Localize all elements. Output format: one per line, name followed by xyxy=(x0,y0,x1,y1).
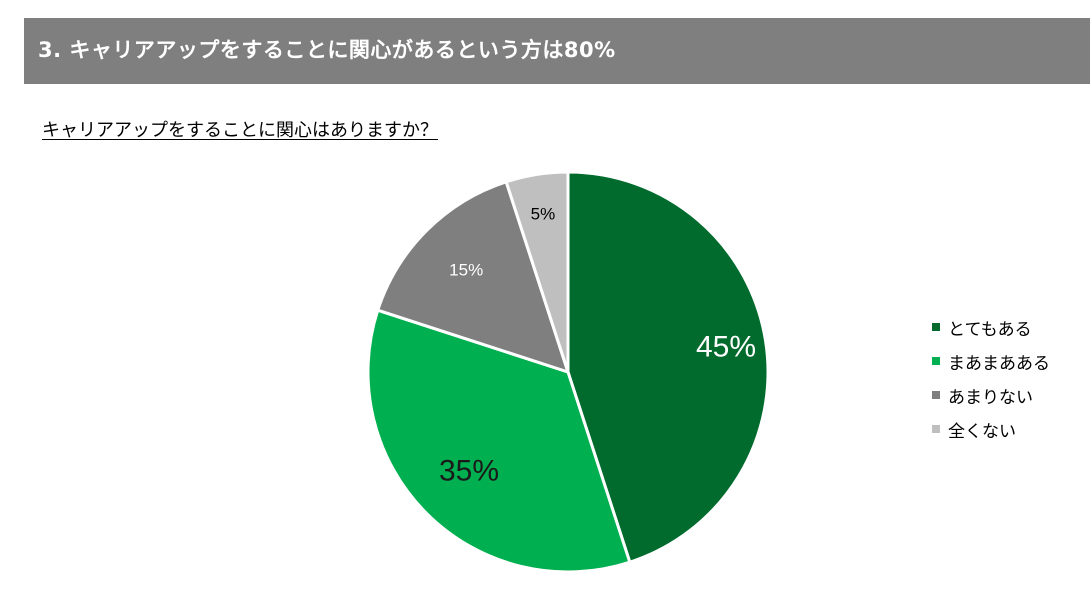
legend-item: まあまあある xyxy=(932,344,1050,378)
legend-label: 全くない xyxy=(948,421,1016,442)
legend-swatch xyxy=(932,323,940,331)
header-bar: 3. キャリアアップをすることに関心があるという方は80% xyxy=(24,18,1090,84)
legend-item: あまりない xyxy=(932,378,1050,412)
pie-slice-4 xyxy=(504,170,570,373)
page-title: 3. キャリアアップをすることに関心があるという方は80% xyxy=(38,38,616,62)
legend-label: とてもある xyxy=(948,319,1032,340)
chart-question-title: キャリアアップをすることに関心はありますか？ xyxy=(42,120,438,141)
chart-legend: とてもあるまあまあある あまりない全くない xyxy=(932,310,1050,446)
legend-label: あまりない xyxy=(948,387,1033,408)
pie-slice-label-1: 45% xyxy=(696,330,756,363)
legend-item: とてもある xyxy=(932,310,1050,344)
pie-slice-label-3: 15% xyxy=(449,261,483,280)
pie-slice-label-2: 35% xyxy=(439,454,499,487)
legend-item: 全くない xyxy=(932,412,1050,446)
pie-slice-1 xyxy=(566,170,770,565)
legend-swatch xyxy=(932,357,940,365)
pie-slice-label-4: 5% xyxy=(531,204,556,223)
legend-label: まあまあある xyxy=(948,353,1050,374)
legend-swatch xyxy=(932,425,940,433)
pie-slice-2 xyxy=(366,308,632,574)
legend-swatch xyxy=(932,391,940,399)
